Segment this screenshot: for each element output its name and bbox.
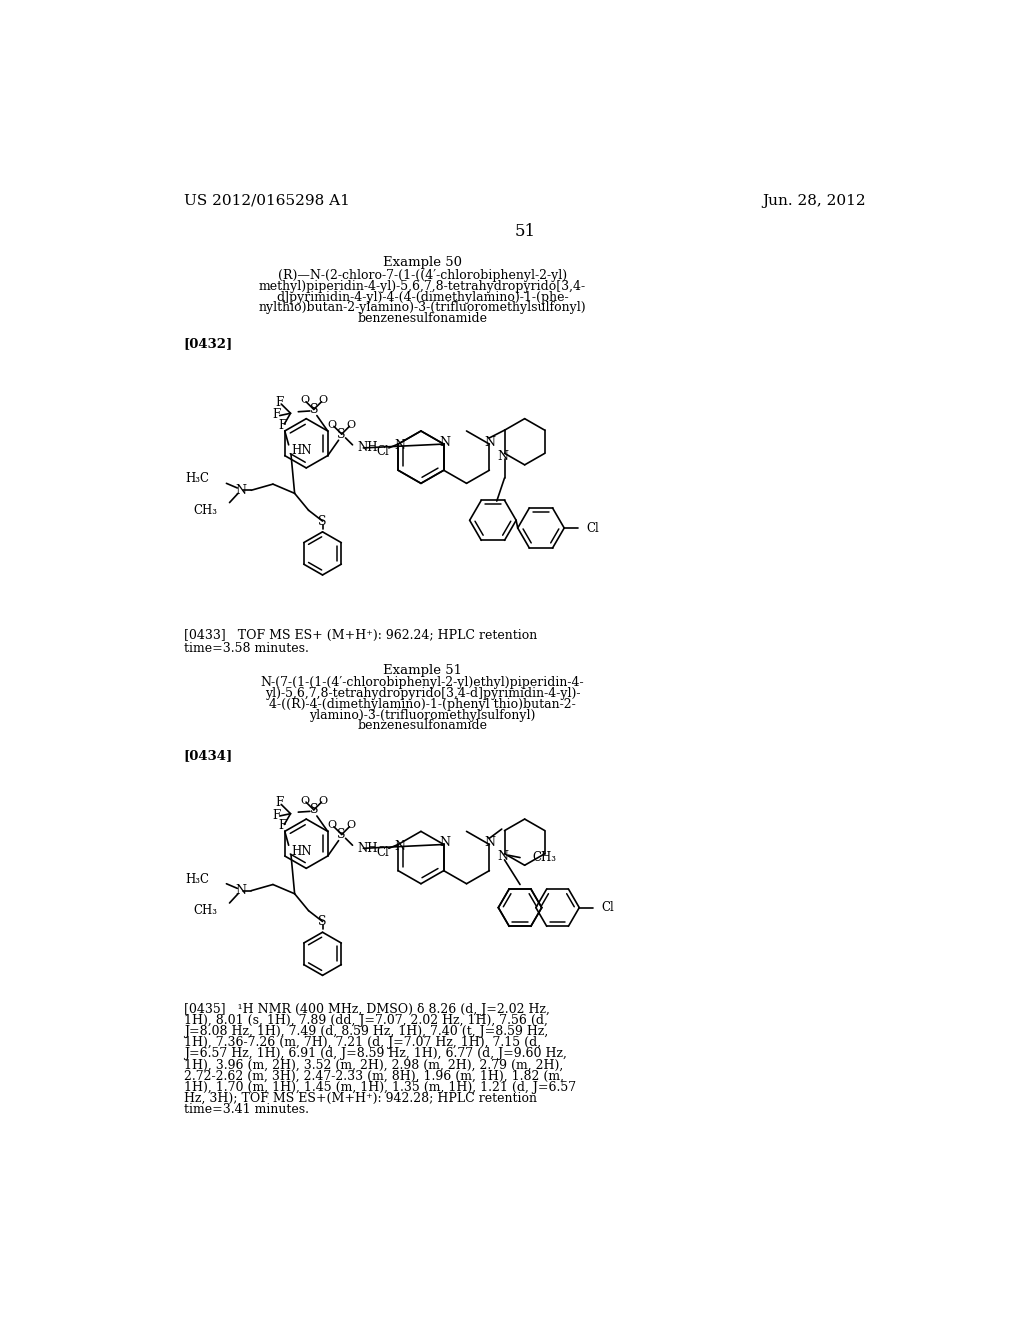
Text: N: N <box>498 850 509 863</box>
Text: S: S <box>309 804 318 816</box>
Text: Cl: Cl <box>586 521 599 535</box>
Text: yl)-5,6,7,8-tetrahydropyrido[3,4-d]pyrimidin-4-yl)-: yl)-5,6,7,8-tetrahydropyrido[3,4-d]pyrim… <box>265 686 581 700</box>
Text: S: S <box>318 915 327 928</box>
Text: 51: 51 <box>514 223 536 240</box>
Text: F: F <box>279 820 287 833</box>
Text: O: O <box>300 395 309 405</box>
Text: S: S <box>318 515 327 528</box>
Text: ylamino)-3-(trifluoromethylsulfonyl): ylamino)-3-(trifluoromethylsulfonyl) <box>309 709 536 722</box>
Text: F: F <box>279 418 287 432</box>
Text: Example 50: Example 50 <box>383 256 462 269</box>
Text: N: N <box>394 840 406 853</box>
Text: time=3.58 minutes.: time=3.58 minutes. <box>183 642 308 655</box>
Text: S: S <box>338 428 346 441</box>
Text: H₃C: H₃C <box>185 873 209 886</box>
Text: Jun. 28, 2012: Jun. 28, 2012 <box>762 194 866 207</box>
Text: US 2012/0165298 A1: US 2012/0165298 A1 <box>183 194 349 207</box>
Text: O: O <box>318 395 328 405</box>
Text: 4-((R)-4-(dimethylamino)-1-(phenyl thio)butan-2-: 4-((R)-4-(dimethylamino)-1-(phenyl thio)… <box>269 698 575 711</box>
Text: HN: HN <box>291 445 311 458</box>
Text: Cl: Cl <box>601 902 613 915</box>
Text: F: F <box>272 408 281 421</box>
Text: N: N <box>234 884 246 898</box>
Text: H₃C: H₃C <box>185 473 209 486</box>
Text: methyl)piperidin-4-yl)-5,6,7,8-tetrahydropyrido[3,4-: methyl)piperidin-4-yl)-5,6,7,8-tetrahydr… <box>259 280 586 293</box>
Text: Cl: Cl <box>376 445 389 458</box>
Text: O: O <box>346 420 355 430</box>
Text: time=3.41 minutes.: time=3.41 minutes. <box>183 1104 309 1117</box>
Text: benzenesulfonamide: benzenesulfonamide <box>357 719 487 733</box>
Text: Hz, 3H); TOF MS ES+(M+H⁺): 942.28; HPLC retention: Hz, 3H); TOF MS ES+(M+H⁺): 942.28; HPLC … <box>183 1092 537 1105</box>
Text: F: F <box>272 809 281 822</box>
Text: benzenesulfonamide: benzenesulfonamide <box>357 312 487 325</box>
Text: J=6.57 Hz, 1H), 6.91 (d, J=8.59 Hz, 1H), 6.77 (d, J=9.60 Hz,: J=6.57 Hz, 1H), 6.91 (d, J=8.59 Hz, 1H),… <box>183 1047 566 1060</box>
Text: F: F <box>275 796 284 809</box>
Text: Cl: Cl <box>376 846 389 859</box>
Text: CH₃: CH₃ <box>194 504 217 517</box>
Text: CH₃: CH₃ <box>194 904 217 917</box>
Text: 2.72-2.62 (m, 3H), 2.47-2.33 (m, 8H), 1.96 (m, 1H), 1.82 (m,: 2.72-2.62 (m, 3H), 2.47-2.33 (m, 8H), 1.… <box>183 1069 564 1082</box>
Text: S: S <box>338 828 346 841</box>
Text: O: O <box>328 820 337 830</box>
Text: N: N <box>484 436 495 449</box>
Text: N: N <box>440 436 451 449</box>
Text: [0432]: [0432] <box>183 337 233 350</box>
Text: nylthio)butan-2-ylamino)-3-(trifluoromethylsulfonyl): nylthio)butan-2-ylamino)-3-(trifluoromet… <box>259 301 587 314</box>
Text: 1H), 1.70 (m, 1H), 1.45 (m, 1H), 1.35 (m, 1H), 1.21 (d, J=6.57: 1H), 1.70 (m, 1H), 1.45 (m, 1H), 1.35 (m… <box>183 1081 575 1094</box>
Text: N: N <box>440 837 451 850</box>
Text: 1H), 8.01 (s, 1H), 7.89 (dd, J=7.07, 2.02 Hz, 1H), 7.56 (d,: 1H), 8.01 (s, 1H), 7.89 (dd, J=7.07, 2.0… <box>183 1014 548 1027</box>
Text: F: F <box>275 396 284 409</box>
Text: S: S <box>309 403 318 416</box>
Text: O: O <box>318 796 328 805</box>
Text: O: O <box>300 796 309 805</box>
Text: NH: NH <box>357 842 378 855</box>
Text: N: N <box>234 483 246 496</box>
Text: N: N <box>498 450 509 463</box>
Text: N: N <box>394 440 406 453</box>
Text: Example 51: Example 51 <box>383 664 462 677</box>
Text: HN: HN <box>291 845 311 858</box>
Text: O: O <box>328 420 337 430</box>
Text: [0434]: [0434] <box>183 748 233 762</box>
Text: N-(7-(1-(1-(4′-chlorobiphenyl-2-yl)ethyl)piperidin-4-: N-(7-(1-(1-(4′-chlorobiphenyl-2-yl)ethyl… <box>261 676 585 689</box>
Text: [0433]   TOF MS ES+ (M+H⁺): 962.24; HPLC retention: [0433] TOF MS ES+ (M+H⁺): 962.24; HPLC r… <box>183 630 537 643</box>
Text: [0435]   ¹H NMR (400 MHz, DMSO) δ 8.26 (d, J=2.02 Hz,: [0435] ¹H NMR (400 MHz, DMSO) δ 8.26 (d,… <box>183 1003 550 1016</box>
Text: CH₃: CH₃ <box>532 851 556 865</box>
Text: (R)—N-(2-chloro-7-(1-((4′-chlorobiphenyl-2-yl): (R)—N-(2-chloro-7-(1-((4′-chlorobiphenyl… <box>278 269 567 282</box>
Text: d]pyrimidin-4-yl)-4-(4-(dimethylamino)-1-(phe-: d]pyrimidin-4-yl)-4-(4-(dimethylamino)-1… <box>276 290 568 304</box>
Text: 1H), 3.96 (m, 2H), 3.52 (m, 2H), 2.98 (m, 2H), 2.79 (m, 2H),: 1H), 3.96 (m, 2H), 3.52 (m, 2H), 2.98 (m… <box>183 1059 563 1072</box>
Text: J=8.08 Hz, 1H), 7.49 (d, 8.59 Hz, 1H), 7.40 (t, J=8.59 Hz,: J=8.08 Hz, 1H), 7.49 (d, 8.59 Hz, 1H), 7… <box>183 1026 548 1038</box>
Text: NH: NH <box>357 441 378 454</box>
Text: N: N <box>484 837 495 850</box>
Text: 1H), 7.36-7.26 (m, 7H), 7.21 (d, J=7.07 Hz, 1H), 7.15 (d,: 1H), 7.36-7.26 (m, 7H), 7.21 (d, J=7.07 … <box>183 1036 541 1049</box>
Text: O: O <box>346 820 355 830</box>
